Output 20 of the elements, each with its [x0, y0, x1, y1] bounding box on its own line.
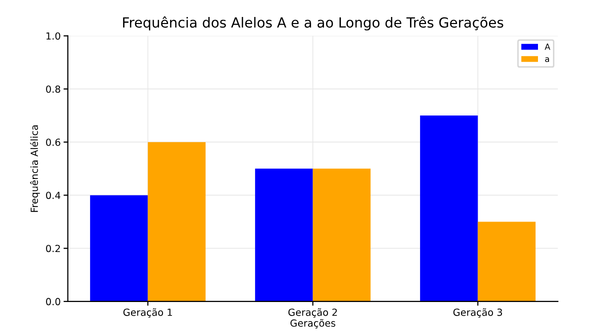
x-tick-label: Geração 2 — [288, 308, 337, 318]
y-tick-label: 0.0 — [46, 298, 60, 306]
chart-title: Frequência dos Alelos A e a ao Longo de Três Gerações — [123, 16, 504, 30]
bar — [90, 195, 148, 302]
legend-label: A — [544, 44, 550, 50]
bar — [420, 116, 478, 302]
x-tick-label: Geração 1 — [123, 308, 172, 318]
y-axis-title: Frequência Alélica — [30, 125, 40, 212]
bar — [148, 142, 206, 302]
x-tick-label: Geração 3 — [453, 308, 502, 318]
bar — [478, 222, 536, 302]
y-tick-label: 0.2 — [46, 244, 60, 252]
bar — [312, 168, 371, 302]
y-tick-label: 1.0 — [46, 32, 60, 40]
x-axis-title: Gerações — [290, 319, 336, 328]
y-tick-label: 0.4 — [46, 192, 60, 200]
y-tick-label: 0.6 — [46, 138, 60, 146]
y-tick-label: 0.8 — [46, 85, 60, 93]
bar — [255, 168, 313, 302]
legend-label: a — [545, 57, 549, 62]
